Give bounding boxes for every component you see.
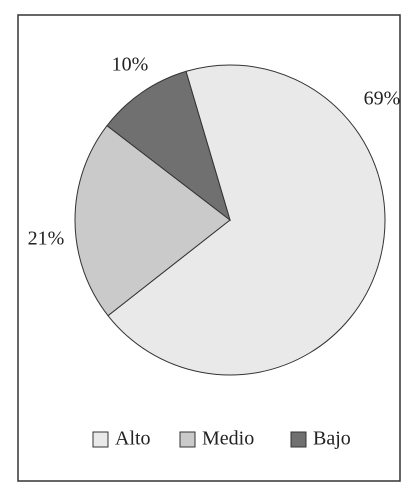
legend-swatch — [290, 431, 307, 448]
pie-slice — [74, 124, 231, 317]
data-label: 10% — [112, 54, 149, 76]
legend-label: Bajo — [313, 428, 351, 450]
legend-label: Alto — [115, 428, 151, 450]
data-label: 69% — [364, 88, 401, 110]
legend-swatch — [179, 431, 196, 448]
data-label: 21% — [28, 228, 65, 250]
legend-label: Medio — [202, 428, 254, 450]
pie-slice — [106, 70, 231, 222]
legend-swatch — [92, 431, 109, 448]
pie-slice — [107, 64, 386, 376]
